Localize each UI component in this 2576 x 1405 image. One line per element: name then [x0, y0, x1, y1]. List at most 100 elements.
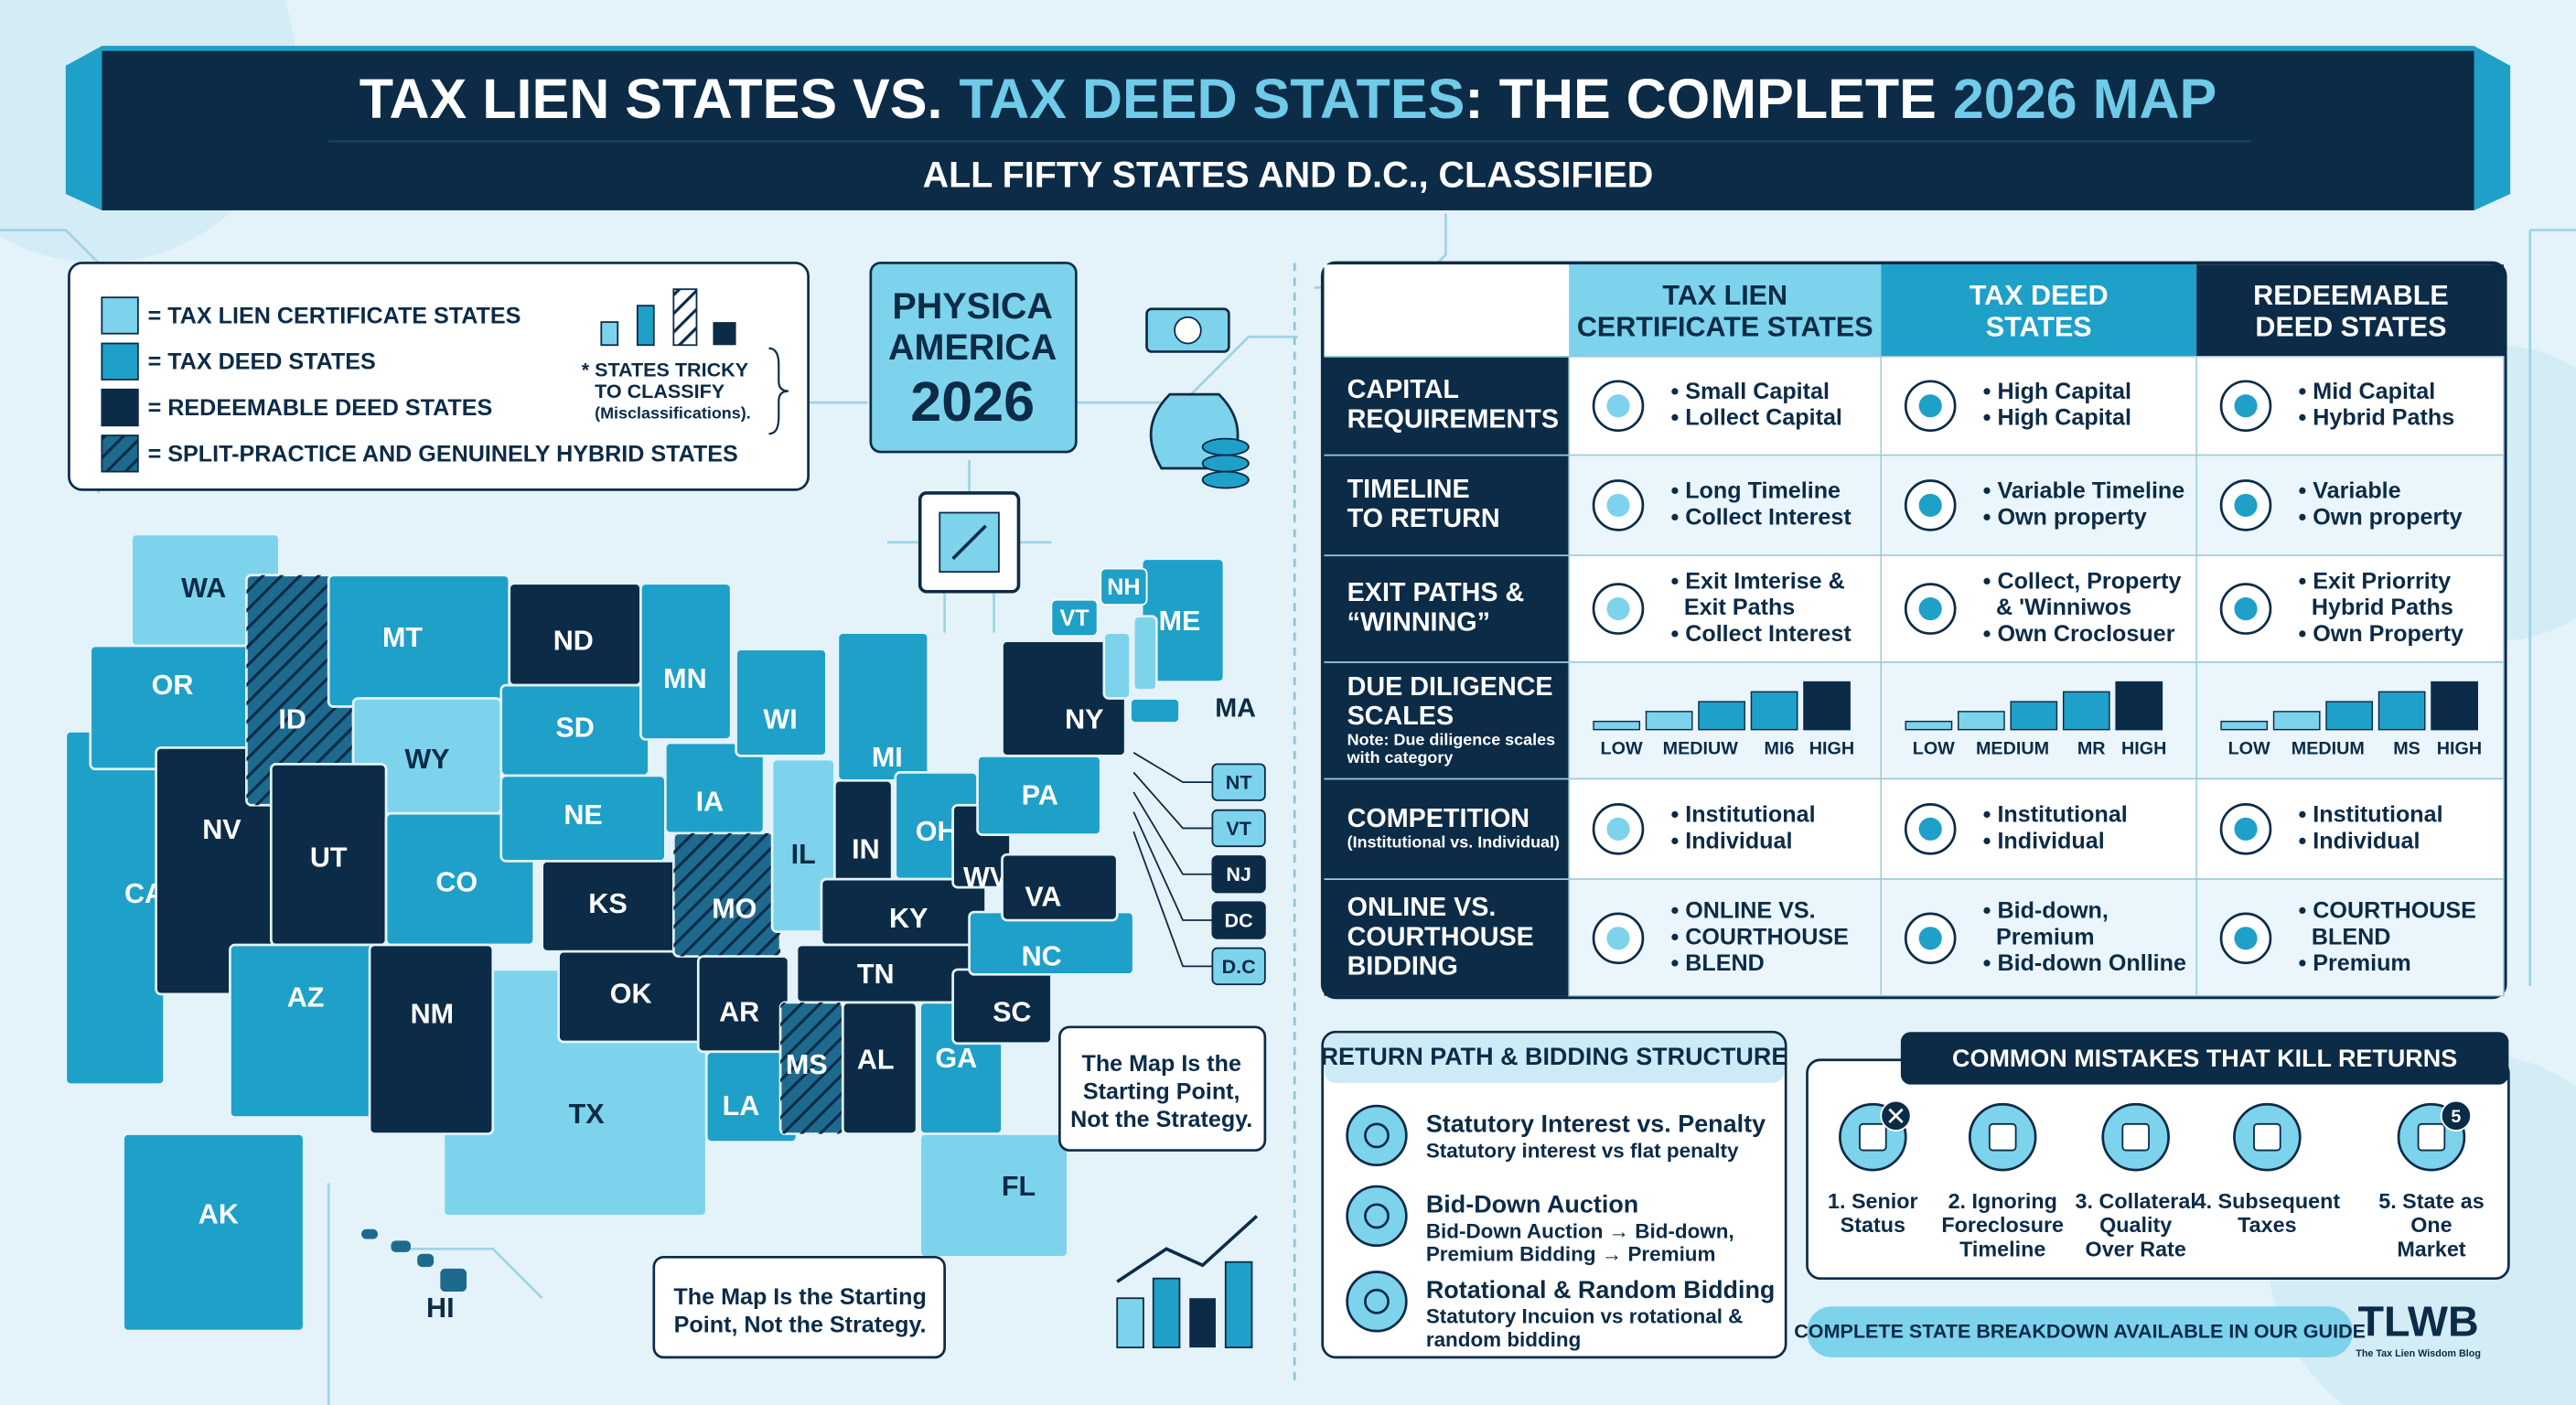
coin	[1201, 437, 1250, 456]
state-label: NH	[1107, 574, 1140, 600]
state-label: CO	[435, 867, 478, 898]
cell-text: • High Capital	[1983, 379, 2131, 404]
return-item-title: Statutory Interest vs. Penalty	[1426, 1110, 1766, 1138]
cell-text: • Variable Timeline	[1983, 478, 2185, 504]
state-label: FL	[1002, 1171, 1036, 1202]
cell-icon-core	[2234, 493, 2258, 517]
row-header-text: COMPETITION	[1347, 804, 1530, 833]
brace	[768, 347, 789, 435]
cell-icon-core	[1606, 817, 1630, 841]
state-label: OR	[152, 670, 194, 701]
row-header-text: SCALES	[1347, 702, 1454, 731]
row-header-text: EXIT PATHS &	[1347, 578, 1525, 607]
circuit	[2528, 229, 2576, 986]
state-shape	[1102, 631, 1132, 700]
cell-icon-core	[2234, 394, 2258, 418]
state-label: SD	[555, 713, 594, 744]
row-header-text: TIMELINE	[1347, 475, 1470, 504]
state-label: LA	[723, 1090, 760, 1121]
table-corner	[1324, 264, 1570, 357]
state-label: OK	[610, 979, 652, 1010]
state-label: GA	[935, 1043, 977, 1074]
scale-bar	[1958, 711, 2005, 731]
row-header-text: “WINNING”	[1347, 607, 1490, 637]
mistake-icon-core	[2121, 1122, 2150, 1152]
subtitle: ALL FIFTY STATES AND D.C., CLASSIFIED	[923, 155, 1654, 195]
cell-icon-core	[1606, 394, 1630, 418]
return-panel	[1321, 1030, 1787, 1359]
state-shape	[1001, 853, 1119, 922]
cell-text: • Long Timeline	[1670, 478, 1841, 504]
scale-label: MS	[2393, 738, 2420, 758]
circuit	[327, 1183, 543, 1405]
number-badge	[2440, 1099, 2472, 1132]
logo-subtitle: The Tax Lien Wisdom Blog	[2356, 1348, 2481, 1359]
state-label: IA	[696, 787, 724, 818]
state-shape	[440, 1268, 467, 1292]
cell-icon-core	[1918, 394, 1942, 418]
scale-label: HIGH	[1809, 738, 1854, 758]
scale-label: LOW	[2228, 738, 2270, 758]
badge-text: AMERICA	[888, 327, 1057, 368]
mistakes-header	[1900, 1032, 2509, 1085]
mistake-label: 1. Senior	[1828, 1189, 1918, 1213]
cell-text: • Individual	[1670, 828, 1792, 853]
return-item-text: random bidding	[1426, 1328, 1581, 1351]
title: TAX LIEN STATES VS. TAX DEED STATES: THE …	[360, 68, 2217, 130]
state-label: IN	[852, 834, 880, 865]
callout-label: D.C	[1222, 955, 1256, 978]
cell-text: • Small Capital	[1670, 379, 1830, 404]
state-shape	[391, 1240, 411, 1252]
badge-text: 2026	[910, 370, 1035, 433]
state-label: ME	[1159, 606, 1201, 637]
cell-text: • Institutional	[1670, 802, 1815, 828]
state-label-box	[1100, 567, 1148, 606]
column-header	[1569, 264, 1882, 357]
map-note: Not the Strategy.	[1070, 1107, 1252, 1132]
row-header	[1324, 455, 1570, 556]
row-header-text: DUE DILIGENCE	[1347, 672, 1553, 702]
legend-swatch-hatch	[102, 435, 138, 472]
cell-text: • COURTHOUSE	[1670, 924, 1848, 949]
column-header-text: DEED STATES	[2255, 311, 2446, 342]
map-note: The Map Is the	[1081, 1051, 1240, 1077]
state-label: VT	[1059, 606, 1089, 631]
legend-label: = TAX LIEN CERTIFICATE STATES	[148, 303, 521, 328]
cell-text: • Collect Interest	[1670, 621, 1852, 647]
row-header	[1324, 356, 1570, 456]
decor-trend	[1116, 1215, 1259, 1283]
cell-text: • Collect, Property	[1983, 568, 2182, 594]
map-note: Point, Not the Strategy.	[674, 1312, 927, 1337]
legend-note: TO CLASSIFY	[595, 380, 725, 402]
callout-box	[1211, 855, 1266, 894]
cell-text: • Variable	[2298, 478, 2400, 504]
note-box	[652, 1255, 946, 1359]
banner-fold	[2474, 46, 2511, 210]
mistake-label: Taxes	[2238, 1213, 2296, 1237]
mistake-label: Foreclosure	[1941, 1213, 2064, 1237]
state-label: NC	[1022, 940, 1062, 971]
money-icon	[1145, 307, 1250, 489]
column-header-text: TAX LIEN	[1662, 280, 1787, 311]
cell-text: • Premium	[2298, 950, 2410, 976]
cell-icon-core	[1918, 493, 1942, 517]
callout-label: DC	[1225, 909, 1253, 932]
cell-text: • Individual	[2298, 828, 2420, 853]
state-shape	[639, 582, 733, 741]
state-label: MS	[786, 1049, 828, 1080]
column-header-text: TAX DEED	[1970, 280, 2109, 311]
row-header-text: REQUIREMENTS	[1347, 404, 1559, 434]
state-shape	[1129, 697, 1181, 724]
circuit	[1076, 335, 1298, 404]
circuit	[886, 460, 1052, 633]
cell-text: • Mid Capital	[2298, 379, 2435, 404]
scale-bar	[2377, 691, 2426, 731]
return-item-title: Rotational & Random Bidding	[1426, 1276, 1776, 1303]
state-label: NM	[411, 998, 454, 1029]
state-label: MN	[663, 663, 706, 694]
legend-note: (Misclassifications).	[595, 403, 751, 422]
title-part: TAX LIEN STATES VS.	[360, 68, 943, 130]
cell-text: • Collect Interest	[1670, 504, 1852, 530]
return-item-text: Statutory Incuion vs rotational &	[1426, 1305, 1744, 1328]
cell-icon-core	[2234, 927, 2258, 950]
